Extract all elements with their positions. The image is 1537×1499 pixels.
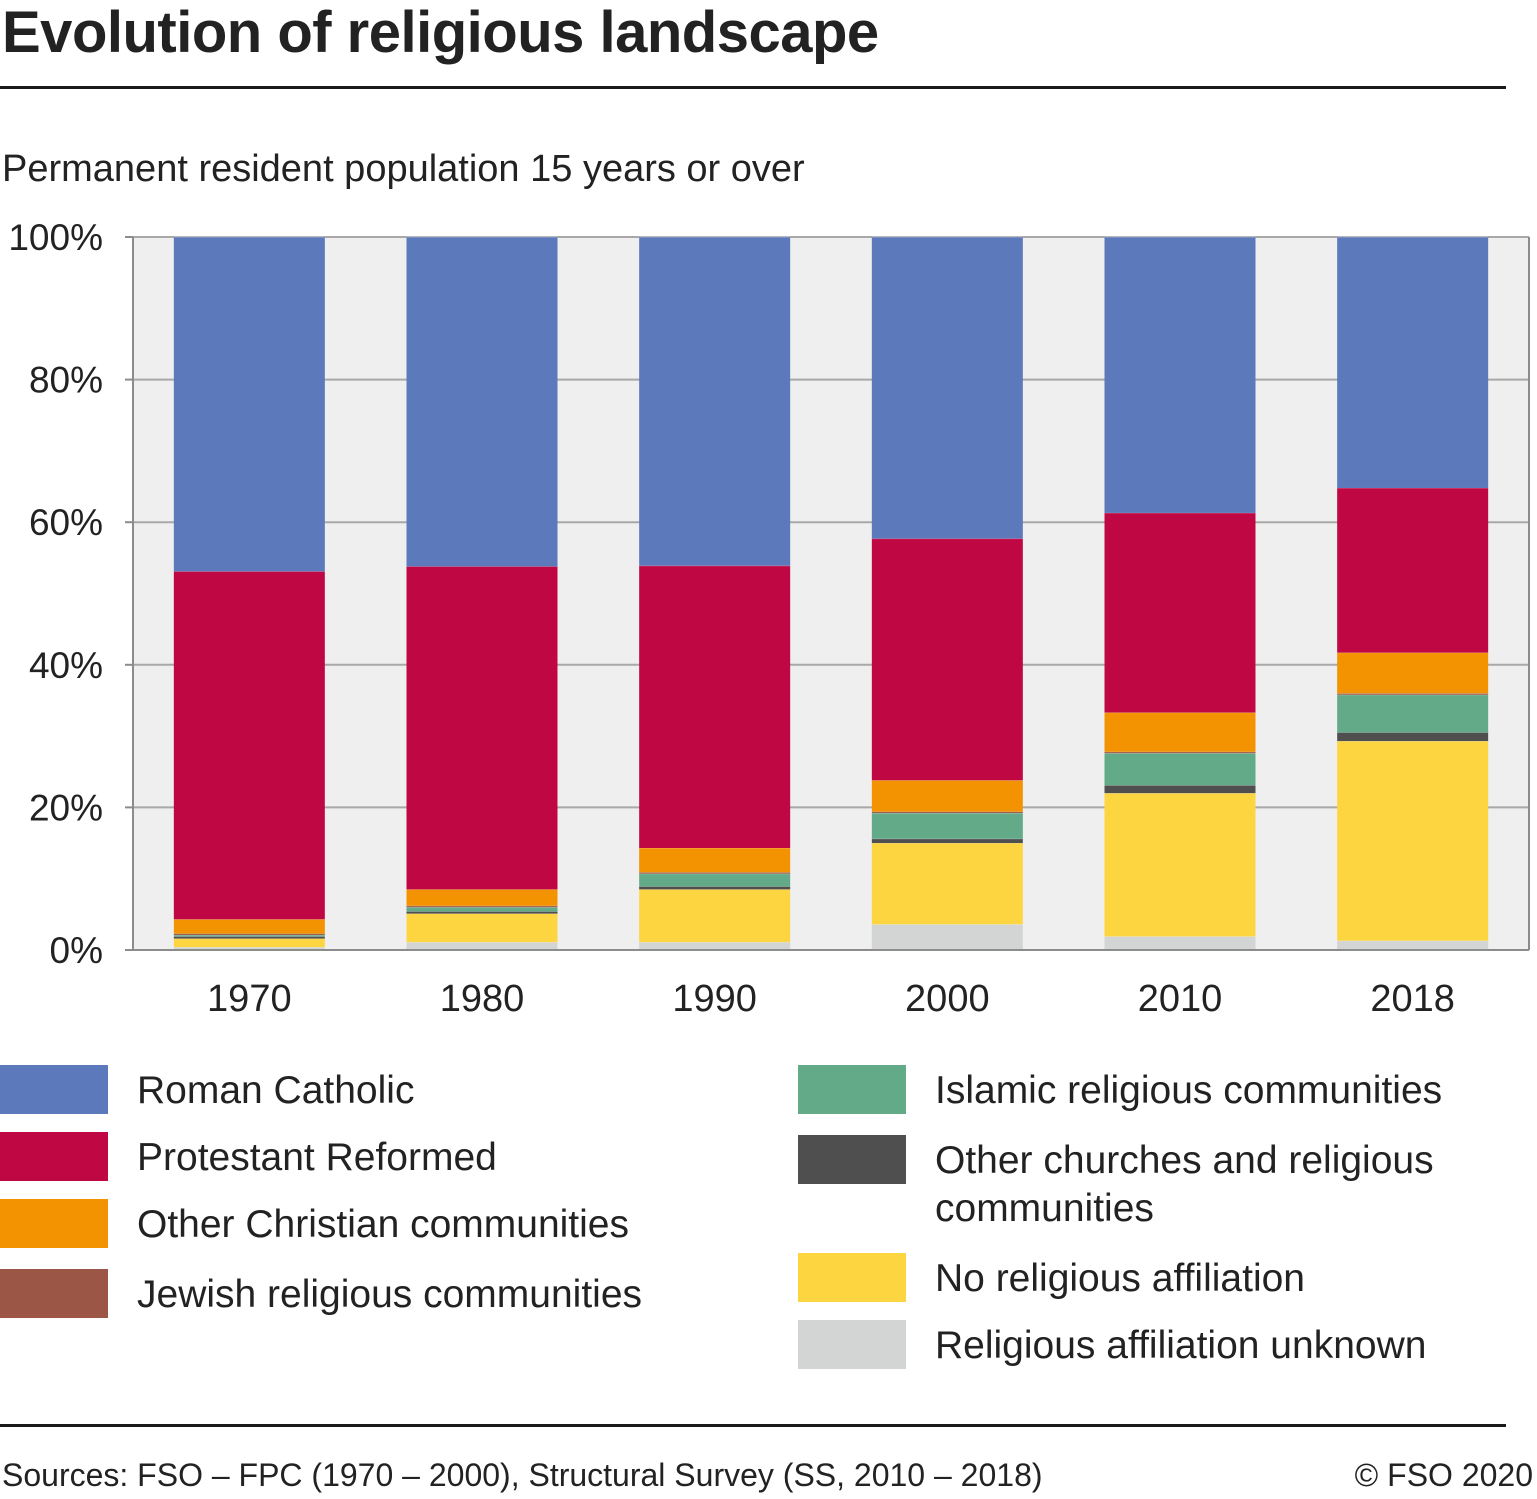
x-tick-label: 2018: [1370, 978, 1455, 1020]
legend-label: No religious affiliation: [935, 1257, 1305, 1300]
bar-segment-islamic-religious-communities: [406, 907, 558, 912]
bar-segment-other-christian-communities: [1104, 712, 1256, 752]
bar-segment-roman-catholic: [406, 237, 558, 567]
y-tick-label: 100%: [8, 217, 103, 258]
bar-segment-other-churches-and-religious-communities: [639, 886, 791, 890]
bar-segment-jewish-religious-communities: [1104, 751, 1256, 754]
bar-segment-protestant-reformed: [406, 566, 558, 890]
legend-swatch: [798, 1135, 906, 1184]
bar-segment-no-religious-affiliation: [1104, 793, 1256, 937]
bar-segment-no-religious-affiliation: [1337, 741, 1489, 941]
bar-segment-islamic-religious-communities: [1104, 753, 1256, 786]
x-tick-label: 2010: [1138, 978, 1223, 1020]
x-tick-label: 2000: [905, 978, 990, 1020]
bar-segment-islamic-religious-communities: [639, 873, 791, 887]
copyright-note: © FSO 2020: [1354, 1457, 1533, 1493]
legend-swatch: [798, 1253, 906, 1302]
bar-segment-religious-affiliation-unknown: [639, 942, 791, 950]
bar-segment-roman-catholic: [639, 237, 791, 566]
stacked-bar-chart: 0% 20% 40% 60% 80% 100% 1970 1980 1990 2000 2010 20…: [8, 217, 1530, 1020]
bar-segment-religious-affiliation-unknown: [1104, 936, 1256, 950]
bar-segment-other-churches-and-religious-communities: [406, 911, 558, 914]
bar-segment-islamic-religious-communities: [871, 813, 1023, 839]
bar-segment-protestant-reformed: [871, 538, 1023, 781]
source-note: Sources: FSO – FPC (1970 – 2000), Struct…: [2, 1457, 1043, 1493]
legend-label: Other Christian communities: [137, 1203, 629, 1246]
bar-segment-roman-catholic: [1104, 237, 1256, 513]
legend-swatch: [798, 1065, 906, 1114]
bar-segment-roman-catholic: [1337, 237, 1489, 488]
legend-swatch: [798, 1320, 906, 1369]
legend-swatch: [0, 1132, 108, 1181]
bar-segment-protestant-reformed: [1104, 512, 1256, 713]
bar-segment-roman-catholic: [871, 237, 1023, 539]
y-tick-label: 40%: [29, 645, 103, 686]
x-tick-label: 1970: [207, 978, 292, 1020]
title-rule: [0, 86, 1506, 89]
y-tick-label: 0%: [50, 930, 103, 971]
legend-label: Other churches and religious communities: [935, 1139, 1434, 1230]
legend-swatch: [0, 1199, 108, 1248]
bar-segment-no-religious-affiliation: [406, 913, 558, 943]
bar-segment-islamic-religious-communities: [1337, 694, 1489, 733]
bar-segment-jewish-religious-communities: [871, 811, 1023, 814]
legend-label: Roman Catholic: [137, 1069, 415, 1112]
bar-segment-roman-catholic: [173, 237, 325, 572]
legend-swatch: [0, 1065, 108, 1114]
bar-segment-jewish-religious-communities: [639, 872, 791, 874]
bar-segment-other-churches-and-religious-communities: [173, 936, 325, 939]
legend-label: Jewish religious communities: [137, 1273, 643, 1316]
bar-segment-jewish-religious-communities: [406, 905, 558, 908]
bar-segment-protestant-reformed: [639, 565, 791, 849]
bar-segment-no-religious-affiliation: [639, 889, 791, 943]
bar-segment-jewish-religious-communities: [1337, 693, 1489, 695]
y-tick-label: 80%: [29, 360, 103, 401]
legend-label: Religious affiliation unknown: [935, 1324, 1427, 1367]
plot-background: [133, 237, 1529, 950]
bar-segment-other-christian-communities: [871, 780, 1023, 812]
bar-segment-other-christian-communities: [1337, 652, 1489, 694]
bar-segment-religious-affiliation-unknown: [173, 947, 325, 950]
bar-segment-protestant-reformed: [1337, 487, 1489, 653]
bar-segment-islamic-religious-communities: [173, 935, 325, 937]
chart-subtitle: Permanent resident population 15 years o…: [2, 148, 805, 190]
bar-segment-other-churches-and-religious-communities: [1104, 785, 1256, 794]
y-tick-label: 60%: [29, 502, 103, 543]
bar-segment-other-christian-communities: [173, 919, 325, 934]
bar-segment-religious-affiliation-unknown: [871, 924, 1023, 950]
legend-label: Protestant Reformed: [137, 1136, 497, 1179]
bar-segment-protestant-reformed: [173, 571, 325, 920]
bar-segment-other-churches-and-religious-communities: [871, 838, 1023, 844]
bar-segment-no-religious-affiliation: [173, 938, 325, 948]
plot-area: 0% 20% 40% 60% 80% 100% 1970 1980 1990 2000 2010 20…: [8, 217, 1530, 1020]
bar-segment-other-christian-communities: [639, 848, 791, 873]
bar-segment-jewish-religious-communities: [173, 933, 325, 936]
chart-title: Evolution of religious landscape: [2, 0, 879, 65]
legend-swatch: [0, 1269, 108, 1318]
x-tick-label: 1980: [440, 978, 525, 1020]
x-tick-label: 1990: [672, 978, 757, 1020]
bar-segment-religious-affiliation-unknown: [406, 942, 558, 950]
y-tick-label: 20%: [29, 787, 103, 828]
footer-rule: [0, 1424, 1506, 1427]
bar-segment-religious-affiliation-unknown: [1337, 940, 1489, 950]
legend-label: Islamic religious communities: [935, 1069, 1443, 1112]
bar-segment-other-churches-and-religious-communities: [1337, 732, 1489, 742]
bar-segment-no-religious-affiliation: [871, 843, 1023, 925]
bar-segment-other-christian-communities: [406, 889, 558, 906]
